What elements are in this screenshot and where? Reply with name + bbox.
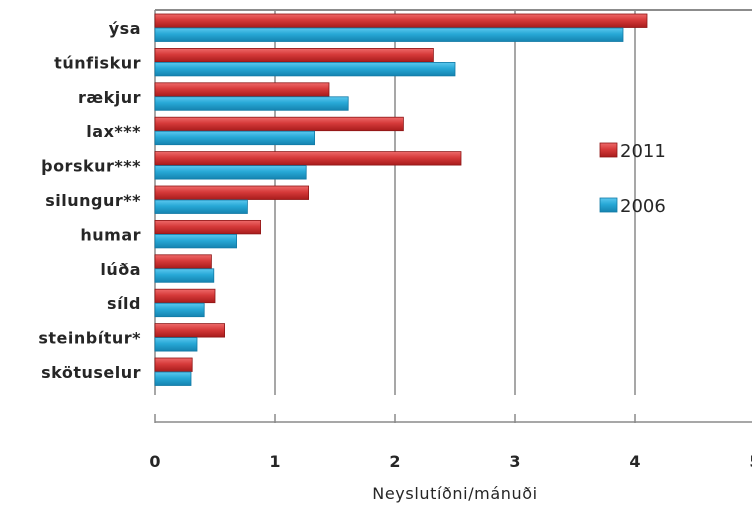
bar-2011-0 bbox=[154, 13, 648, 28]
legend-label-2011: 2011 bbox=[620, 141, 666, 162]
bar-2006-3 bbox=[154, 130, 316, 146]
category-label: þorskur*** bbox=[41, 157, 141, 176]
bar-2006-1 bbox=[154, 62, 456, 77]
bar-2011-2 bbox=[154, 82, 330, 97]
bar-2011-8 bbox=[154, 288, 216, 304]
category-label: humar bbox=[80, 225, 141, 244]
bar-2011-10 bbox=[154, 357, 193, 372]
x-tick-label: 2 bbox=[389, 452, 400, 471]
bar-2006-2 bbox=[154, 96, 349, 111]
category-label: skötuselur bbox=[41, 363, 141, 382]
category-label: rækjur bbox=[78, 88, 141, 107]
category-label: túnfiskur bbox=[54, 53, 141, 72]
bar-2006-6 bbox=[154, 233, 237, 249]
x-tick-label: 1 bbox=[269, 452, 280, 471]
legend-label-2006: 2006 bbox=[620, 196, 666, 217]
bar-2006-4 bbox=[154, 165, 307, 180]
x-tick-labels: 0 1 2 3 4 5 bbox=[149, 452, 752, 471]
category-labels: ýsa túnfiskur rækjur lax*** þorskur*** silung… bbox=[38, 19, 141, 382]
x-tick-label: 0 bbox=[149, 452, 160, 471]
bar-2006-0 bbox=[154, 27, 624, 42]
bar-2011-3 bbox=[154, 116, 404, 132]
x-tick-label: 3 bbox=[509, 452, 520, 471]
bar-2006-9 bbox=[154, 337, 198, 352]
category-label: síld bbox=[107, 294, 141, 313]
x-axis-title: Neyslutíðni/mánuði bbox=[372, 484, 537, 503]
bar-2006-10 bbox=[154, 371, 192, 386]
x-tick-label: 5 bbox=[749, 452, 752, 471]
category-label: lax*** bbox=[86, 122, 141, 141]
legend-swatch-2011 bbox=[599, 142, 618, 158]
category-label: steinbítur* bbox=[38, 329, 141, 348]
bars bbox=[154, 13, 648, 386]
bar-2011-4 bbox=[154, 151, 462, 166]
bar-2006-7 bbox=[154, 268, 215, 283]
category-label: silungur** bbox=[45, 191, 141, 210]
category-label: ýsa bbox=[109, 19, 141, 38]
x-tick-label: 4 bbox=[629, 452, 640, 471]
bar-2006-8 bbox=[154, 302, 205, 318]
bar-2011-7 bbox=[154, 254, 212, 269]
legend: 2011 2006 bbox=[599, 141, 666, 217]
bar-2011-9 bbox=[154, 323, 225, 338]
legend-swatch-2006 bbox=[599, 197, 618, 213]
bar-2011-5 bbox=[154, 185, 310, 200]
bar-2006-5 bbox=[154, 199, 248, 214]
category-label: lúða bbox=[100, 260, 141, 279]
bar-2011-6 bbox=[154, 219, 261, 235]
bar-2011-1 bbox=[154, 48, 434, 63]
